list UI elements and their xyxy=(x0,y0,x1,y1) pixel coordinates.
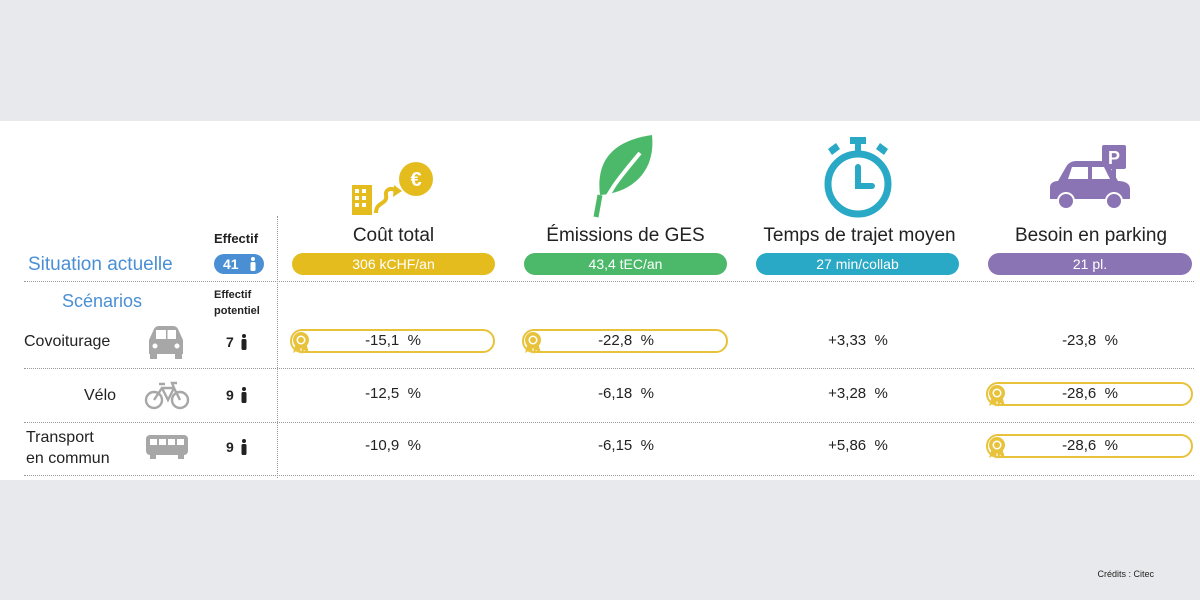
value-cell: -22,8 % xyxy=(598,332,654,349)
scenario-count: 9 xyxy=(226,387,234,403)
metric-pill-ges: 43,4 tEC/an xyxy=(524,253,727,275)
metric-pill-temps: 27 min/collab xyxy=(756,253,959,275)
credits-text: Crédits : Citec xyxy=(1097,569,1154,579)
value-cell: -23,8 % xyxy=(1062,332,1118,349)
metric-pill-cout: 306 kCHF/an xyxy=(292,253,495,275)
car-icon xyxy=(149,326,183,359)
building-money-icon: € xyxy=(352,162,433,215)
separator-line xyxy=(24,422,1194,423)
metric-label-ges: Émissions de GES xyxy=(546,225,705,246)
value-cell: +3,28 % xyxy=(828,385,888,402)
person-icon xyxy=(241,387,247,403)
column-separator xyxy=(277,216,278,478)
effectif-count: 41 xyxy=(223,256,239,272)
value-cell: -28,6 % xyxy=(1062,437,1118,454)
medal-icon xyxy=(989,437,1005,459)
person-icon xyxy=(241,334,247,350)
value-cell: -28,6 % xyxy=(1062,385,1118,402)
scenarios-label: Scénarios xyxy=(62,291,143,311)
scenario-count: 9 xyxy=(226,439,234,455)
award-highlight xyxy=(290,329,495,354)
medal-icon xyxy=(989,385,1005,407)
leaf-icon xyxy=(593,135,653,218)
effectif-badge: 41 xyxy=(214,254,264,274)
bus-icon xyxy=(146,435,188,459)
svg-text:P: P xyxy=(1108,148,1120,168)
value-cell: -12,5 % xyxy=(365,385,421,402)
separator-line xyxy=(24,281,1194,282)
medal-icon xyxy=(525,332,541,354)
effectif-label: Effectif xyxy=(214,231,259,246)
separator-line xyxy=(24,368,1194,369)
value-cell: +5,86 % xyxy=(828,437,888,454)
value-cell: -15,1 % xyxy=(365,332,421,349)
comparison-panel: € P Effectif Situation actuelle 41 Coût … xyxy=(0,121,1200,480)
scenario-count: 7 xyxy=(226,334,234,350)
scenario-covoiturage-label: Covoiturage xyxy=(24,333,111,350)
metric-label-temps: Temps de trajet moyen xyxy=(763,225,956,246)
svg-text:€: € xyxy=(410,169,421,191)
effectif-potentiel-label: Effectif potentiel xyxy=(214,289,260,317)
separator-line xyxy=(24,475,1194,476)
value-cell: -10,9 % xyxy=(365,437,421,454)
metric-pill-parking: 21 pl. xyxy=(988,253,1192,275)
person-icon xyxy=(241,439,247,455)
value-cell: +3,33 % xyxy=(828,332,888,349)
scenario-velo-label: Vélo xyxy=(84,387,117,404)
scenario-transport-label: Transport en commun xyxy=(26,429,110,467)
value-cell: -6,15 % xyxy=(598,437,654,454)
metric-label-cout: Coût total xyxy=(352,225,435,246)
value-cell: -6,18 % xyxy=(598,385,654,402)
car-parking-icon: P xyxy=(1050,145,1130,210)
medal-icon xyxy=(293,332,309,354)
situation-actuelle-label: Situation actuelle xyxy=(28,254,173,275)
award-highlight xyxy=(986,434,1193,459)
stopwatch-icon xyxy=(824,137,892,218)
metric-label-parking: Besoin en parking xyxy=(1014,225,1168,246)
award-highlight xyxy=(986,382,1193,407)
bicycle-icon xyxy=(144,381,190,410)
person-icon xyxy=(250,257,256,271)
award-highlight xyxy=(522,329,728,354)
